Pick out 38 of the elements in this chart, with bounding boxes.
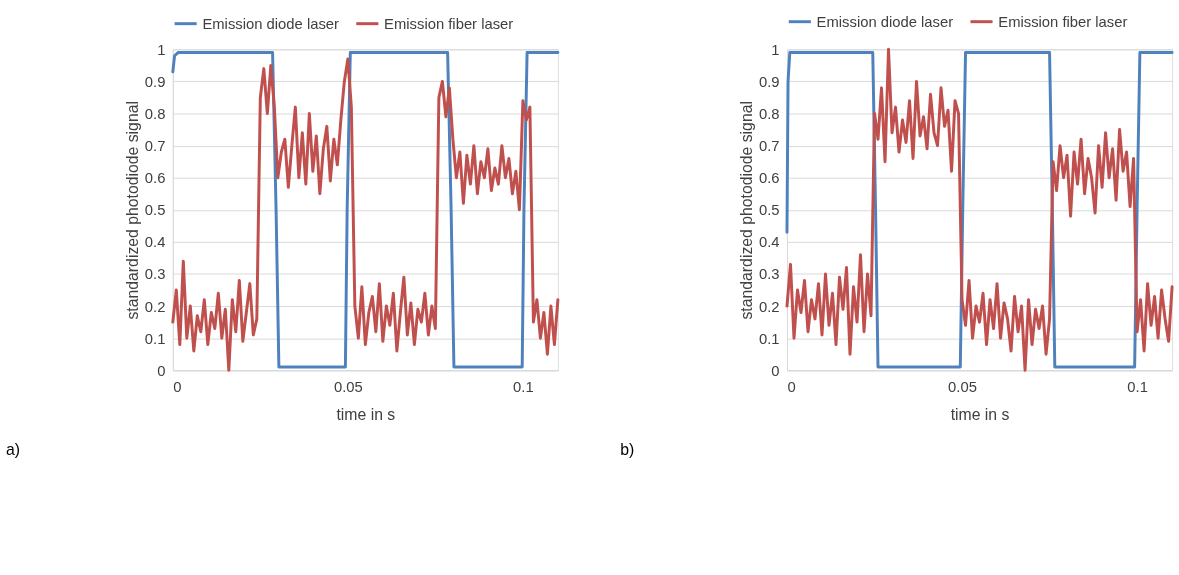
y-tick-label: 1 <box>157 41 166 58</box>
legend-label: Emission diode laser <box>202 15 340 32</box>
x-tick-label: 0 <box>787 379 796 396</box>
y-tick-label: 0 <box>771 362 780 379</box>
y-tick-label: 0.6 <box>759 170 780 187</box>
legend-label: Emission fiber laser <box>384 15 514 32</box>
y-tick-label: 0 <box>157 362 166 379</box>
text: b) <box>620 441 635 459</box>
x-tick-label: 0.05 <box>333 379 363 396</box>
y-tick-label: 0.1 <box>759 330 780 347</box>
y-tick-label: 0.3 <box>759 266 780 283</box>
y-tick-label: 0.2 <box>759 298 780 315</box>
y-tick-label: 0.7 <box>144 138 166 155</box>
y-tick-label: 0.5 <box>759 202 780 219</box>
y-tick-label: 1 <box>771 41 780 58</box>
y-tick-label: 0.2 <box>144 298 166 315</box>
y-tick-label: 0.9 <box>144 73 166 90</box>
y-tick-label: 0.5 <box>144 202 166 219</box>
legend-label: Emission fiber laser <box>998 13 1128 30</box>
x-axis-title: time in s <box>950 406 1010 424</box>
y-tick-label: 0.8 <box>759 105 780 122</box>
y-tick-label: 0.1 <box>144 330 166 347</box>
x-tick-label: 0 <box>173 379 182 396</box>
y-tick-label: 0.3 <box>144 266 166 283</box>
y-tick-label: 0.7 <box>759 138 780 155</box>
x-axis-title: time in s <box>336 406 396 424</box>
y-axis-title: standardized photodiode signal <box>738 101 756 320</box>
x-tick-label: 0.05 <box>948 379 977 396</box>
y-tick-label: 0.9 <box>759 73 780 90</box>
y-tick-label: 0.4 <box>759 234 780 251</box>
x-tick-label: 0.1 <box>513 379 534 396</box>
legend-label: Emission diode laser <box>816 13 954 30</box>
y-axis-title: standardized photodiode signal <box>123 101 141 320</box>
x-tick-label: 0.1 <box>1127 379 1148 396</box>
text: a) <box>6 441 21 459</box>
y-tick-label: 0.6 <box>144 170 166 187</box>
y-tick-label: 0.4 <box>144 234 166 251</box>
y-tick-label: 0.8 <box>144 105 166 122</box>
